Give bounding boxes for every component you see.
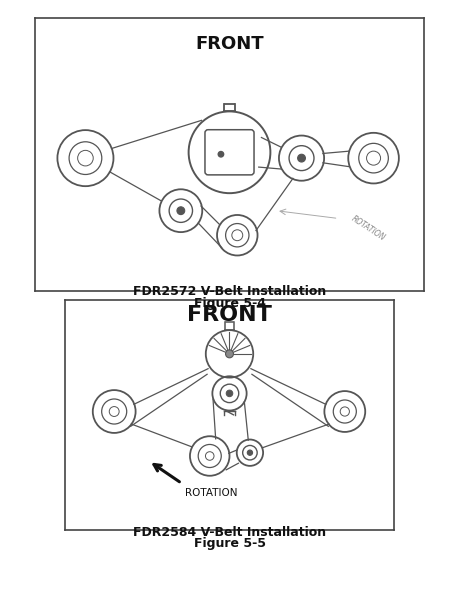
Circle shape — [297, 154, 305, 162]
Text: Figure 5-5: Figure 5-5 — [194, 537, 265, 550]
Circle shape — [247, 450, 252, 455]
Circle shape — [225, 350, 234, 358]
Text: FDR2584 V-Belt Installation: FDR2584 V-Belt Installation — [133, 526, 326, 539]
Text: FRONT: FRONT — [187, 305, 272, 325]
Text: FDR2572 V-Belt Installation: FDR2572 V-Belt Installation — [133, 285, 326, 298]
Circle shape — [177, 207, 185, 214]
Text: FRONT: FRONT — [195, 35, 264, 53]
Circle shape — [226, 390, 233, 397]
Text: ROTATION: ROTATION — [185, 488, 237, 498]
Text: Figure 5-4: Figure 5-4 — [194, 297, 265, 310]
Text: ROTATION: ROTATION — [350, 214, 387, 243]
Circle shape — [218, 152, 224, 157]
